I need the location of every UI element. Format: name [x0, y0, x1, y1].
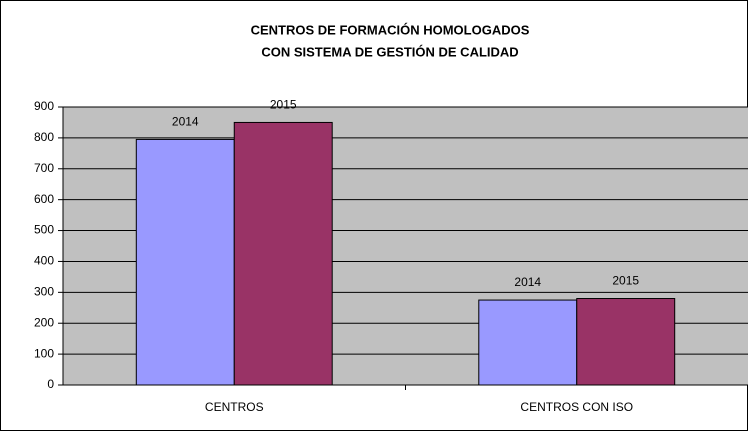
bar [576, 298, 676, 386]
data-label: 2014 [514, 275, 541, 289]
data-label: 2015 [270, 98, 297, 112]
bar [233, 121, 333, 386]
y-tick-label: 400 [34, 254, 54, 268]
y-tick-label: 600 [34, 192, 54, 206]
x-tick-label: CENTROS CON ISO [520, 400, 633, 414]
chart-title: CON SISTEMA DE GESTIÓN DE CALIDAD [261, 44, 518, 59]
data-label: 2014 [172, 115, 199, 129]
y-tick-label: 200 [34, 315, 54, 329]
bar [135, 138, 235, 386]
y-tick-label: 300 [34, 285, 54, 299]
y-tick-label: 900 [34, 99, 54, 113]
y-tick-label: 500 [34, 223, 54, 237]
chart-title: CENTROS DE FORMACIÓN HOMOLOGADOS [251, 22, 530, 37]
y-tick-label: 0 [47, 377, 54, 391]
data-label: 2015 [612, 274, 639, 288]
y-tick-label: 800 [34, 130, 54, 144]
bar [478, 299, 578, 386]
y-tick-label: 100 [34, 346, 54, 360]
x-tick-label: CENTROS [205, 400, 264, 414]
y-tick-label: 700 [34, 161, 54, 175]
